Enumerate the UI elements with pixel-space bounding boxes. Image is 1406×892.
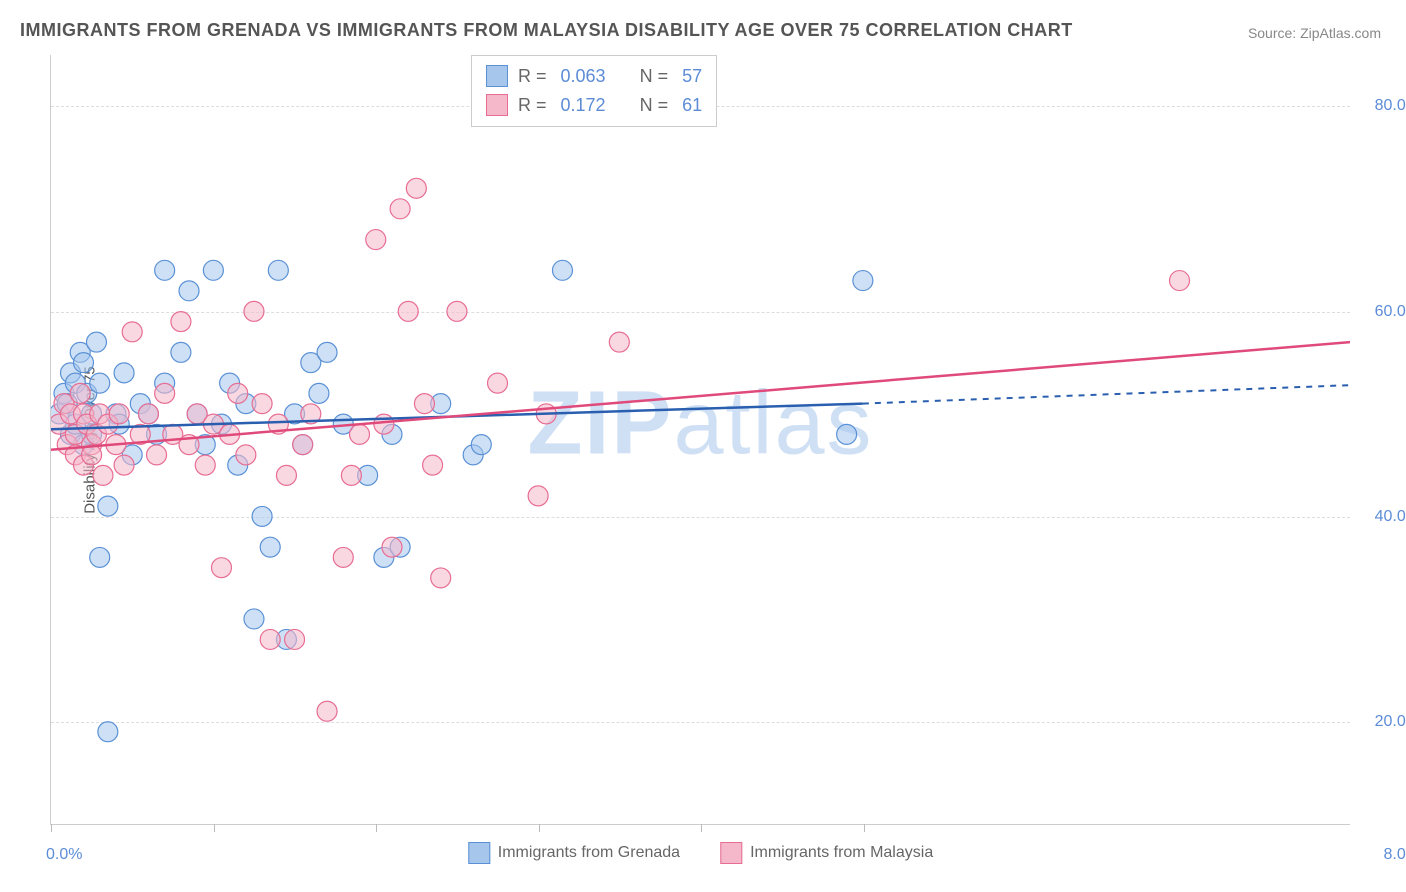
scatter-point	[309, 383, 329, 403]
bottom-label-grenada: Immigrants from Grenada	[498, 844, 680, 862]
scatter-point	[423, 455, 443, 475]
scatter-point	[853, 271, 873, 291]
scatter-point	[374, 414, 394, 434]
scatter-point	[90, 547, 110, 567]
scatter-point	[98, 722, 118, 742]
scatter-point	[147, 445, 167, 465]
scatter-point	[268, 260, 288, 280]
scatter-point	[114, 363, 134, 383]
scatter-point	[471, 435, 491, 455]
legend-r-value-malaysia: 0.172	[561, 91, 606, 120]
scatter-point	[244, 301, 264, 321]
scatter-point	[171, 342, 191, 362]
scatter-point	[155, 260, 175, 280]
trend-line-extrapolated	[863, 385, 1350, 403]
scatter-point	[406, 178, 426, 198]
x-tick	[701, 824, 702, 832]
scatter-point	[341, 465, 361, 485]
scatter-point	[252, 506, 272, 526]
scatter-point	[212, 558, 232, 578]
y-tick-label: 80.0%	[1360, 97, 1406, 115]
scatter-point	[431, 568, 451, 588]
scatter-point	[382, 537, 402, 557]
scatter-point	[333, 547, 353, 567]
bottom-legend: Immigrants from Grenada Immigrants from …	[468, 842, 933, 864]
scatter-point	[93, 465, 113, 485]
scatter-point	[488, 373, 508, 393]
scatter-svg	[51, 55, 1350, 824]
x-tick	[214, 824, 215, 832]
scatter-point	[73, 353, 93, 373]
x-tick	[376, 824, 377, 832]
legend-n-label: N =	[640, 91, 669, 120]
scatter-point	[398, 301, 418, 321]
scatter-point	[98, 496, 118, 516]
x-tick	[539, 824, 540, 832]
legend-r-label: R =	[518, 91, 547, 120]
bottom-label-malaysia: Immigrants from Malaysia	[750, 844, 933, 862]
scatter-point	[317, 342, 337, 362]
x-tick	[864, 824, 865, 832]
scatter-point	[138, 404, 158, 424]
scatter-point	[179, 281, 199, 301]
scatter-point	[1170, 271, 1190, 291]
correlation-legend: R = 0.063 N = 57 R = 0.172 N = 61	[471, 55, 717, 127]
scatter-point	[276, 465, 296, 485]
source-attribution: Source: ZipAtlas.com	[1248, 25, 1381, 41]
scatter-point	[447, 301, 467, 321]
scatter-point	[90, 373, 110, 393]
legend-r-value-grenada: 0.063	[561, 62, 606, 91]
scatter-point	[114, 455, 134, 475]
scatter-point	[285, 629, 305, 649]
chart-container: IMMIGRANTS FROM GRENADA VS IMMIGRANTS FR…	[0, 0, 1406, 892]
scatter-point	[366, 230, 386, 250]
chart-title: IMMIGRANTS FROM GRENADA VS IMMIGRANTS FR…	[20, 20, 1073, 41]
scatter-point	[528, 486, 548, 506]
scatter-point	[70, 383, 90, 403]
scatter-point	[252, 394, 272, 414]
scatter-point	[609, 332, 629, 352]
legend-swatch-malaysia	[486, 94, 508, 116]
bottom-legend-malaysia: Immigrants from Malaysia	[720, 842, 933, 864]
scatter-point	[236, 445, 256, 465]
scatter-point	[293, 435, 313, 455]
plot-area: Disability Age Over 75 ZIPatlas 20.0%40.…	[50, 55, 1350, 825]
legend-n-value-grenada: 57	[682, 62, 702, 91]
x-tick	[51, 824, 52, 832]
legend-row-malaysia: R = 0.172 N = 61	[486, 91, 702, 120]
x-axis-max-label: 8.0%	[1384, 846, 1406, 864]
scatter-point	[109, 404, 129, 424]
scatter-point	[552, 260, 572, 280]
legend-swatch-grenada	[486, 65, 508, 87]
bottom-swatch-grenada	[468, 842, 490, 864]
scatter-point	[228, 383, 248, 403]
y-tick-label: 40.0%	[1360, 508, 1406, 526]
scatter-point	[350, 424, 370, 444]
scatter-point	[86, 332, 106, 352]
bottom-legend-grenada: Immigrants from Grenada	[468, 842, 680, 864]
scatter-point	[260, 629, 280, 649]
scatter-point	[155, 383, 175, 403]
bottom-swatch-malaysia	[720, 842, 742, 864]
legend-row-grenada: R = 0.063 N = 57	[486, 62, 702, 91]
scatter-point	[260, 537, 280, 557]
y-tick-label: 20.0%	[1360, 713, 1406, 731]
scatter-point	[195, 455, 215, 475]
legend-n-value-malaysia: 61	[682, 91, 702, 120]
scatter-point	[171, 312, 191, 332]
scatter-point	[414, 394, 434, 414]
x-axis-min-label: 0.0%	[46, 846, 82, 864]
scatter-point	[837, 424, 857, 444]
scatter-point	[317, 701, 337, 721]
legend-r-label: R =	[518, 62, 547, 91]
scatter-point	[203, 260, 223, 280]
scatter-point	[122, 322, 142, 342]
scatter-point	[390, 199, 410, 219]
legend-n-label: N =	[640, 62, 669, 91]
y-tick-label: 60.0%	[1360, 303, 1406, 321]
scatter-point	[244, 609, 264, 629]
